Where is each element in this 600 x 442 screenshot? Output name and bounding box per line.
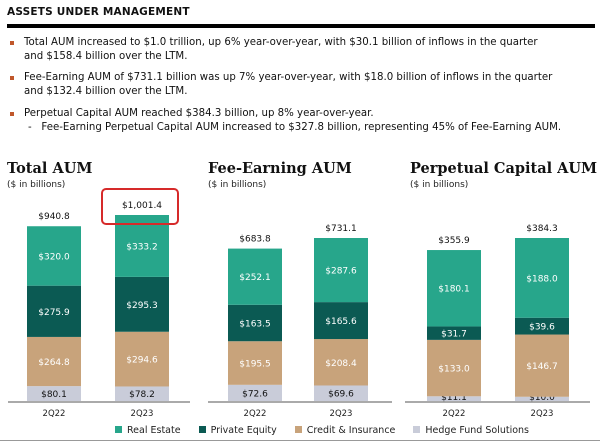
data-label: $10.0 [529,393,555,403]
bar-segment-credit-insurance [515,334,569,397]
data-label: $146.7 [526,362,558,372]
data-label: $287.6 [325,267,357,277]
total-label: $384.3 [526,224,558,234]
bar-segment-private-equity [427,326,481,340]
bullet-icon [10,41,14,45]
bar-segment-credit-insurance [115,331,169,387]
data-label: $320.0 [38,252,70,262]
data-label: $252.1 [239,273,271,283]
data-label: $163.5 [239,320,271,330]
bar-segment-hedge-fund-solutions [115,386,169,401]
data-label: $188.0 [526,274,558,284]
chart-title-total: Total AUM [7,160,93,177]
data-label: $133.0 [438,365,470,375]
total-label: $355.9 [438,236,470,246]
bottom-rule [0,440,600,441]
bar-segment-credit-insurance [228,341,282,385]
bar-segment-hedge-fund-solutions [228,384,282,401]
data-label: $208.4 [325,359,357,369]
chart-subtitle: ($ in billions) [208,180,267,190]
bar-segment-hedge-fund-solutions [427,396,481,401]
bar-segment-real-estate [27,226,81,286]
data-label: $264.8 [38,358,70,368]
total-label: $683.8 [239,235,271,245]
legend-label: Credit & Insurance [306,425,396,436]
bar-segment-hedge-fund-solutions [27,386,81,401]
legend-label: Private Equity [210,425,277,436]
bullet-icon [10,76,14,80]
total-label: $731.1 [325,224,357,234]
data-label: $294.6 [126,356,158,366]
bar-segment-private-equity [228,304,282,342]
x-tick-label: 2Q23 [131,409,154,419]
x-tick-label: 2Q22 [244,409,267,419]
legend-swatch [413,426,421,433]
bar-segment-hedge-fund-solutions [314,385,368,401]
highlight-box [101,188,179,225]
data-label: $78.2 [129,390,155,400]
bar-segment-credit-insurance [314,339,368,386]
bar-segment-private-equity [515,317,569,335]
data-label: $80.1 [41,390,67,400]
chart-title-perpetual: Perpetual Capital AUM [410,160,598,177]
legend-swatch [294,426,302,433]
data-label: $31.7 [441,330,467,340]
total-label: $940.8 [38,212,70,222]
total-label: $1,001.4 [122,201,162,211]
bar-segment-credit-insurance [27,336,81,387]
legend-item: Credit & Insurance [294,425,396,436]
bar-segment-real-estate [515,238,569,318]
bullet-text: and $158.4 billion over the LTM. [24,51,188,62]
data-label: $69.6 [328,390,354,400]
legend: Real Estate Private Equity Credit & Insura… [115,425,529,436]
bullet-text: Fee-Earning AUM of $731.1 billion was up… [24,72,553,83]
legend-item: Hedge Fund Solutions [413,425,529,436]
bar-segment-private-equity [27,285,81,337]
bar-segment-real-estate [115,215,169,277]
x-tick-label: 2Q23 [330,409,353,419]
legend-item: Real Estate [115,425,181,436]
section-header: ASSETS UNDER MANAGEMENT [7,6,190,18]
data-label: $333.2 [126,242,158,252]
x-tick-label: 2Q22 [43,409,66,419]
header-rule [7,24,595,28]
data-label: $180.1 [438,285,470,295]
chart-subtitle: ($ in billions) [410,180,469,190]
bullet-text: Total AUM increased to $1.0 trillion, up… [24,37,538,48]
chart-title-fee: Fee-Earning AUM [208,160,352,177]
data-label: $295.3 [126,301,158,311]
x-tick-label: 2Q23 [531,409,554,419]
bar-segment-real-estate [228,248,282,305]
legend-swatch [198,426,206,433]
chart-subtitle: ($ in billions) [7,180,66,190]
sub-bullet: - Fee-Earning Perpetual Capital AUM incr… [28,122,562,133]
data-label: $275.9 [38,308,70,318]
data-label: $165.6 [325,317,357,327]
bar-segment-real-estate [427,250,481,327]
legend-swatch [115,426,122,433]
bar-segment-hedge-fund-solutions [515,396,569,401]
legend-item: Private Equity [198,425,277,436]
data-label: $195.5 [239,360,271,370]
bar-segment-real-estate [314,238,368,303]
bullet-text: and $132.4 billion over the LTM. [24,86,188,97]
bar-segment-credit-insurance [427,339,481,397]
data-label: $11.1 [441,393,467,403]
legend-label: Hedge Fund Solutions [425,425,530,436]
bar-segment-private-equity [314,302,368,340]
data-label: $72.6 [242,389,268,399]
legend-label: Real Estate [127,425,181,436]
bullet-icon [10,112,14,116]
x-tick-label: 2Q22 [443,409,466,419]
bullet-text: Perpetual Capital AUM reached $384.3 bil… [24,108,374,119]
data-label: $39.6 [529,323,555,333]
sub-bullet-text: Fee-Earning Perpetual Capital AUM increa… [41,122,562,133]
bar-segment-private-equity [115,276,169,332]
